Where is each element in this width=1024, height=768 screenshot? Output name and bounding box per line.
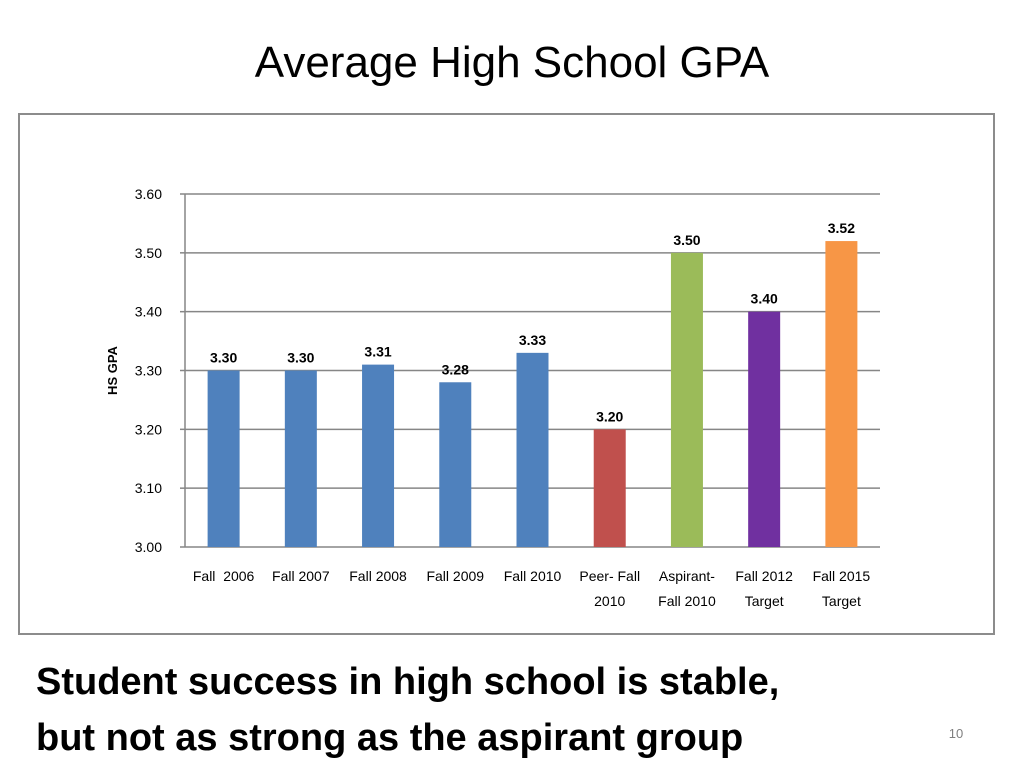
x-category-label: Fall 2010: [504, 568, 562, 584]
data-label: 3.52: [828, 220, 855, 236]
x-category-label: 2010: [594, 593, 625, 609]
y-tick-label: 3.30: [135, 363, 162, 379]
y-tick-label: 3.50: [135, 245, 162, 261]
y-tick-label: 3.60: [135, 186, 162, 202]
x-category-label: Target: [822, 593, 861, 609]
data-label: 3.28: [442, 361, 469, 377]
x-category-label: Fall 2015: [813, 568, 871, 584]
bar: [670, 252, 703, 548]
bar: [284, 370, 317, 547]
slide-title: Average High School GPA: [254, 38, 770, 87]
data-label: 3.31: [364, 344, 391, 360]
x-category-label: Fall 2010: [658, 593, 716, 609]
bar: [207, 370, 240, 547]
y-tick-label: 3.10: [135, 480, 162, 496]
bar: [516, 352, 549, 547]
y-tick-label: 3.40: [135, 304, 162, 320]
x-category-label: Fall 2006: [193, 568, 255, 584]
data-label: 3.40: [751, 291, 778, 307]
footer-line-2: but not as strong as the aspirant group: [36, 717, 744, 759]
x-category-label: Target: [745, 593, 784, 609]
x-category-label: Fall 2012: [735, 568, 793, 584]
footer-line-1: Student success in high school is stable…: [36, 661, 780, 703]
bar-chart: 3.00 3.10 3.20 3.30 3.40 3.50 3.60 HS GPA 3.30 Fa…: [105, 186, 880, 609]
x-category-label: Aspirant-: [659, 568, 715, 584]
bar: [362, 364, 395, 547]
x-category-label: Peer- Fall: [579, 568, 640, 584]
y-axis-title: HS GPA: [105, 345, 120, 394]
y-tick-label: 3.00: [135, 539, 162, 555]
data-label: 3.50: [673, 232, 700, 248]
slide-number: 10: [948, 726, 964, 741]
slide-footer: Student success in high school is stable…: [36, 654, 916, 766]
data-label: 3.30: [287, 350, 314, 366]
bar: [825, 241, 858, 548]
bar: [593, 429, 626, 547]
x-category-label: Fall 2008: [349, 568, 407, 584]
y-tick-label: 3.20: [135, 421, 162, 437]
x-category-label: Fall 2007: [272, 568, 330, 584]
chart-frame: 3.00 3.10 3.20 3.30 3.40 3.50 3.60 HS GPA 3.30 Fa…: [18, 113, 995, 635]
bar: [748, 311, 781, 547]
data-label: 3.20: [596, 408, 623, 424]
x-category-label: Fall 2009: [426, 568, 484, 584]
data-label: 3.30: [210, 350, 237, 366]
data-label: 3.33: [519, 332, 546, 348]
bar: [439, 382, 472, 547]
